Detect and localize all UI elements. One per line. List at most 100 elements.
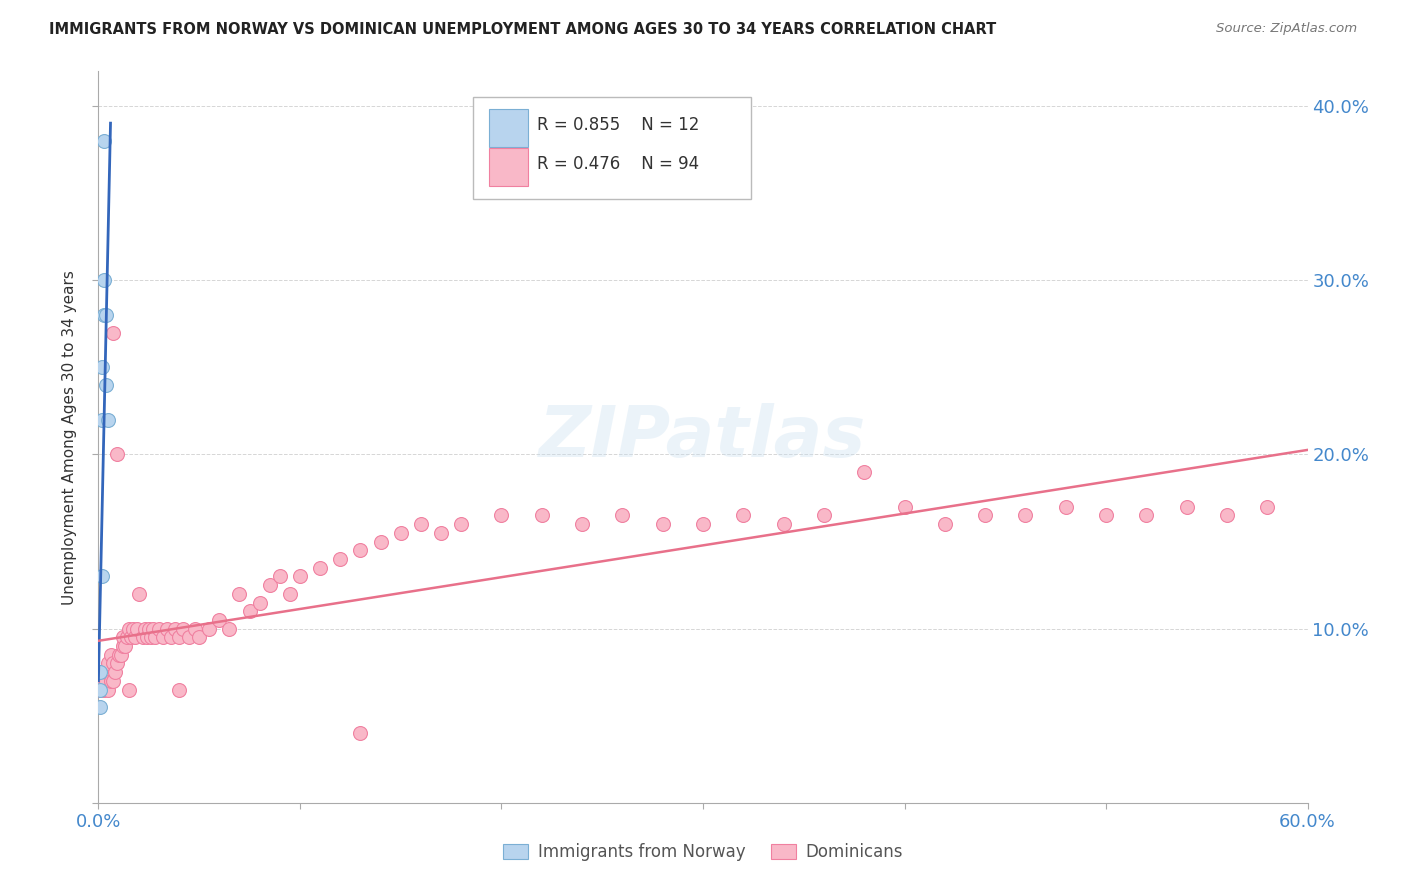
Point bbox=[89, 700, 111, 714]
Point bbox=[125, 622, 148, 636]
Point bbox=[101, 657, 124, 671]
Point bbox=[91, 673, 114, 688]
Point bbox=[1256, 500, 1278, 514]
Text: IMMIGRANTS FROM NORWAY VS DOMINICAN UNEMPLOYMENT AMONG AGES 30 TO 34 YEARS CORRE: IMMIGRANTS FROM NORWAY VS DOMINICAN UNEM… bbox=[49, 22, 997, 37]
Point bbox=[101, 326, 124, 340]
Point bbox=[288, 569, 311, 583]
Point bbox=[89, 682, 111, 697]
Point bbox=[259, 578, 281, 592]
Point bbox=[96, 665, 118, 680]
Point bbox=[142, 622, 165, 636]
Point bbox=[309, 560, 332, 574]
Point bbox=[105, 448, 128, 462]
FancyBboxPatch shape bbox=[474, 97, 751, 200]
Point bbox=[278, 587, 301, 601]
Point bbox=[89, 673, 111, 688]
Point bbox=[97, 657, 120, 671]
Point bbox=[121, 622, 143, 636]
Point bbox=[1095, 508, 1118, 523]
Point bbox=[198, 622, 221, 636]
Point bbox=[651, 517, 673, 532]
Point bbox=[132, 631, 155, 645]
Point bbox=[167, 631, 190, 645]
Point bbox=[1135, 508, 1157, 523]
Point bbox=[89, 673, 111, 688]
Point bbox=[89, 665, 111, 680]
Point bbox=[100, 673, 122, 688]
Legend: Immigrants from Norway, Dominicans: Immigrants from Norway, Dominicans bbox=[496, 837, 910, 868]
Point bbox=[143, 631, 166, 645]
Point bbox=[163, 622, 186, 636]
Point bbox=[111, 631, 134, 645]
Point bbox=[179, 631, 201, 645]
Point bbox=[89, 665, 111, 680]
Text: Source: ZipAtlas.com: Source: ZipAtlas.com bbox=[1216, 22, 1357, 36]
Point bbox=[89, 682, 111, 697]
Point bbox=[89, 682, 111, 697]
Point bbox=[733, 508, 755, 523]
Point bbox=[93, 134, 115, 148]
Point bbox=[138, 622, 160, 636]
Point bbox=[389, 525, 412, 540]
Point bbox=[172, 622, 194, 636]
Point bbox=[134, 622, 156, 636]
Point bbox=[120, 631, 142, 645]
Point bbox=[430, 525, 453, 540]
Point bbox=[370, 534, 392, 549]
Point bbox=[491, 508, 513, 523]
Point bbox=[111, 639, 134, 653]
Point bbox=[91, 412, 114, 426]
Point bbox=[329, 552, 352, 566]
Point bbox=[89, 665, 111, 680]
Point bbox=[160, 631, 183, 645]
Point bbox=[974, 508, 997, 523]
Point bbox=[91, 665, 114, 680]
Point bbox=[1014, 508, 1036, 523]
Point bbox=[156, 622, 179, 636]
Point bbox=[269, 569, 291, 583]
Point bbox=[135, 631, 157, 645]
Point bbox=[110, 648, 132, 662]
Point bbox=[239, 604, 262, 618]
Point bbox=[1054, 500, 1077, 514]
Point bbox=[139, 631, 162, 645]
Point bbox=[93, 665, 115, 680]
Point bbox=[893, 500, 915, 514]
Point bbox=[692, 517, 714, 532]
Point bbox=[1216, 508, 1239, 523]
Point bbox=[218, 622, 240, 636]
Text: ZIPatlas: ZIPatlas bbox=[540, 402, 866, 472]
Point bbox=[612, 508, 634, 523]
Point bbox=[409, 517, 432, 532]
Point bbox=[101, 673, 124, 688]
Point bbox=[450, 517, 472, 532]
Point bbox=[349, 726, 371, 740]
Point bbox=[118, 682, 141, 697]
Point bbox=[853, 465, 876, 479]
Point bbox=[93, 682, 115, 697]
FancyBboxPatch shape bbox=[489, 110, 527, 147]
Point bbox=[103, 665, 125, 680]
Point bbox=[100, 648, 122, 662]
Point bbox=[91, 682, 114, 697]
Point bbox=[91, 360, 114, 375]
Point bbox=[91, 569, 114, 583]
Point bbox=[249, 595, 271, 609]
Point bbox=[813, 508, 835, 523]
Point bbox=[96, 673, 118, 688]
Y-axis label: Unemployment Among Ages 30 to 34 years: Unemployment Among Ages 30 to 34 years bbox=[62, 269, 77, 605]
Point bbox=[188, 631, 211, 645]
Point bbox=[148, 622, 170, 636]
Point bbox=[349, 543, 371, 558]
Point bbox=[107, 648, 129, 662]
Point bbox=[96, 308, 118, 322]
Point bbox=[772, 517, 794, 532]
Point bbox=[228, 587, 250, 601]
Point bbox=[93, 273, 115, 287]
Point bbox=[530, 508, 553, 523]
Point bbox=[97, 682, 120, 697]
Point bbox=[128, 587, 150, 601]
Point bbox=[1175, 500, 1198, 514]
Point bbox=[115, 631, 138, 645]
Point bbox=[208, 613, 231, 627]
